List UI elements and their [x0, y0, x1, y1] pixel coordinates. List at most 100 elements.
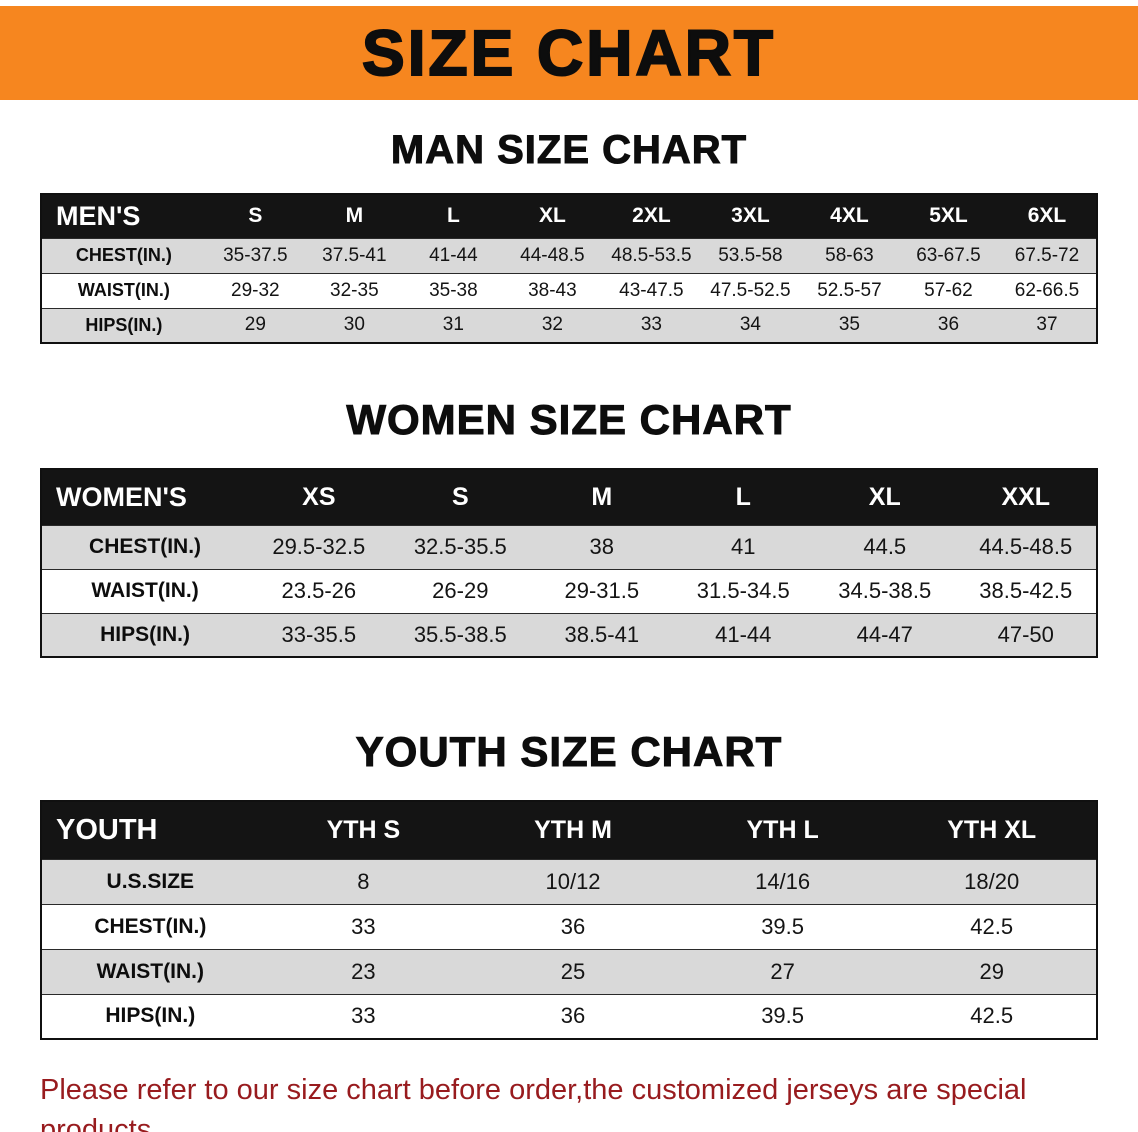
- men-size-table: MEN'S S M L XL 2XL 3XL 4XL 5XL 6XL CHEST(IN.) 35-37…: [40, 193, 1098, 344]
- size-header-cell: YTH S: [326, 815, 401, 844]
- value-cell: 38.5-42.5: [979, 578, 1073, 603]
- header-row: YOUTH YTH S YTH M YTH L YTH XL: [41, 801, 1097, 859]
- value-cell: 44-48.5: [520, 244, 585, 266]
- value-cell: 25: [560, 958, 586, 984]
- value-cell: 23: [351, 958, 376, 984]
- value-cell: 29: [979, 958, 1004, 984]
- size-header-cell: M: [591, 482, 613, 511]
- value-cell: 34.5-38.5: [838, 578, 932, 603]
- size-header-cell: XL: [538, 204, 566, 228]
- table-row: CHEST(IN.) 33 36 39.5 42.5: [41, 904, 1097, 949]
- value-cell: 27: [770, 958, 795, 984]
- value-cell: 33: [640, 314, 662, 336]
- value-cell: 36: [937, 314, 960, 336]
- value-cell: 35-37.5: [223, 244, 288, 266]
- value-cell: 62-66.5: [1014, 279, 1080, 301]
- women-size-table: WOMEN'S XS S M L XL XXL CHEST(IN.) 29.5-32.5 32.5…: [40, 468, 1098, 658]
- value-cell: 14/16: [755, 868, 811, 894]
- value-cell: 36: [560, 913, 586, 939]
- size-header-cell: 3XL: [731, 204, 770, 228]
- value-cell: 41: [731, 534, 756, 559]
- table-row: HIPS(IN.) 33-35.5 35.5-38.5 38.5-41 41-44 44-…: [41, 613, 1097, 657]
- value-cell: 33: [351, 913, 376, 939]
- size-header-cell: 2XL: [632, 204, 671, 228]
- footer-line-1: Please refer to our size chart before or…: [40, 1074, 1027, 1132]
- value-cell: 44.5-48.5: [979, 534, 1073, 559]
- size-header-cell: 6XL: [1027, 204, 1067, 228]
- value-cell: 33-35.5: [281, 621, 357, 647]
- size-header-cell: M: [345, 204, 364, 228]
- size-header-cell: L: [446, 204, 460, 228]
- value-cell: 33: [351, 1003, 376, 1029]
- value-cell: 41-44: [429, 244, 478, 266]
- value-cell: 18/20: [964, 868, 1020, 894]
- women-section: WOMEN SIZE CHART WOMEN'S XS S M L XL XXL CHEST(…: [0, 396, 1138, 658]
- value-cell: 34: [739, 314, 761, 336]
- size-header-cell: YTH XL: [947, 815, 1037, 844]
- row-label: HIPS(IN.): [85, 314, 163, 335]
- value-cell: 58-63: [825, 244, 874, 266]
- youth-section-heading: YOUTH SIZE CHART: [355, 728, 783, 776]
- value-cell: 47-50: [997, 621, 1054, 647]
- value-cell: 38-43: [528, 279, 577, 301]
- value-cell: 35-38: [429, 279, 478, 301]
- row-label: HIPS(IN.): [100, 622, 190, 646]
- value-cell: 38: [589, 534, 615, 559]
- table-row: CHEST(IN.) 35-37.5 37.5-41 41-44 44-48.5 48.5…: [41, 238, 1097, 273]
- size-header-cell: YTH M: [534, 815, 612, 844]
- value-cell: 29-31.5: [564, 578, 640, 603]
- value-cell: 32-35: [330, 279, 379, 301]
- table-row: WAIST(IN.) 23 25 27 29: [41, 949, 1097, 994]
- banner: SIZE CHART: [0, 6, 1138, 100]
- value-cell: 31: [442, 314, 464, 336]
- value-cell: 31.5-34.5: [696, 578, 790, 603]
- table-row: CHEST(IN.) 29.5-32.5 32.5-35.5 38 41 44.5 44.5…: [41, 525, 1097, 569]
- value-cell: 52.5-57: [817, 279, 882, 301]
- value-cell: 35: [838, 314, 860, 336]
- value-cell: 37: [1036, 314, 1058, 336]
- value-cell: 53.5-58: [718, 244, 783, 266]
- value-cell: 37.5-41: [322, 244, 387, 266]
- value-cell: 48.5-53.5: [611, 244, 692, 266]
- value-cell: 32.5-35.5: [413, 534, 507, 559]
- size-header-cell: XXL: [1001, 482, 1051, 511]
- size-header-cell: 5XL: [929, 204, 968, 228]
- women-section-heading: WOMEN SIZE CHART: [346, 396, 792, 444]
- row-label: CHEST(IN.): [94, 914, 207, 938]
- size-chart-page: SIZE CHART MAN SIZE CHART MEN'S S M L XL 2XL 3…: [0, 6, 1138, 1132]
- footer-note: Please refer to our size chart before or…: [40, 1070, 1098, 1132]
- value-cell: 32: [541, 314, 563, 336]
- page-title: SIZE CHART: [361, 16, 776, 90]
- value-cell: 41-44: [715, 621, 772, 647]
- youth-section: YOUTH SIZE CHART YOUTH YTH S YTH M YTH L YTH…: [0, 728, 1138, 1040]
- value-cell: 29-32: [231, 279, 280, 301]
- table-row: HIPS(IN.) 33 36 39.5 42.5: [41, 994, 1097, 1039]
- table-row: HIPS(IN.) 29 30 31 32 33 34 35 36 37: [41, 308, 1097, 343]
- value-cell: 36: [560, 1003, 586, 1029]
- youth-size-table: YOUTH YTH S YTH M YTH L YTH XL U.S.SIZE 8 10/12…: [40, 800, 1098, 1040]
- row-label: WAIST(IN.): [96, 959, 204, 983]
- value-cell: 67.5-72: [1014, 244, 1080, 266]
- header-row: MEN'S S M L XL 2XL 3XL 4XL 5XL 6XL: [41, 194, 1097, 238]
- value-cell: 43-47.5: [619, 279, 684, 301]
- size-header-cell: XL: [868, 482, 901, 511]
- table-title-cell: MEN'S: [56, 200, 141, 231]
- value-cell: 47.5-52.5: [710, 279, 791, 301]
- value-cell: 26-29: [432, 578, 489, 603]
- size-header-cell: S: [451, 482, 469, 511]
- value-cell: 44.5: [863, 534, 907, 559]
- men-section-heading: MAN SIZE CHART: [390, 128, 748, 173]
- value-cell: 42.5: [970, 1003, 1014, 1029]
- value-cell: 30: [343, 314, 365, 336]
- size-header-cell: YTH L: [746, 815, 819, 844]
- row-label: WAIST(IN.): [77, 280, 170, 300]
- value-cell: 29: [244, 314, 266, 336]
- size-header-cell: 4XL: [830, 204, 869, 228]
- size-header-cell: L: [735, 482, 751, 511]
- row-label: CHEST(IN.): [89, 535, 202, 558]
- value-cell: 57-62: [924, 279, 973, 301]
- table-title-cell: WOMEN'S: [56, 481, 187, 512]
- table-row: WAIST(IN.) 29-32 32-35 35-38 38-43 43-47.5 47.…: [41, 273, 1097, 308]
- men-section: MAN SIZE CHART MEN'S S M L XL 2XL 3XL 4XL 5XL 6XL…: [0, 128, 1138, 344]
- value-cell: 63-67.5: [916, 244, 981, 266]
